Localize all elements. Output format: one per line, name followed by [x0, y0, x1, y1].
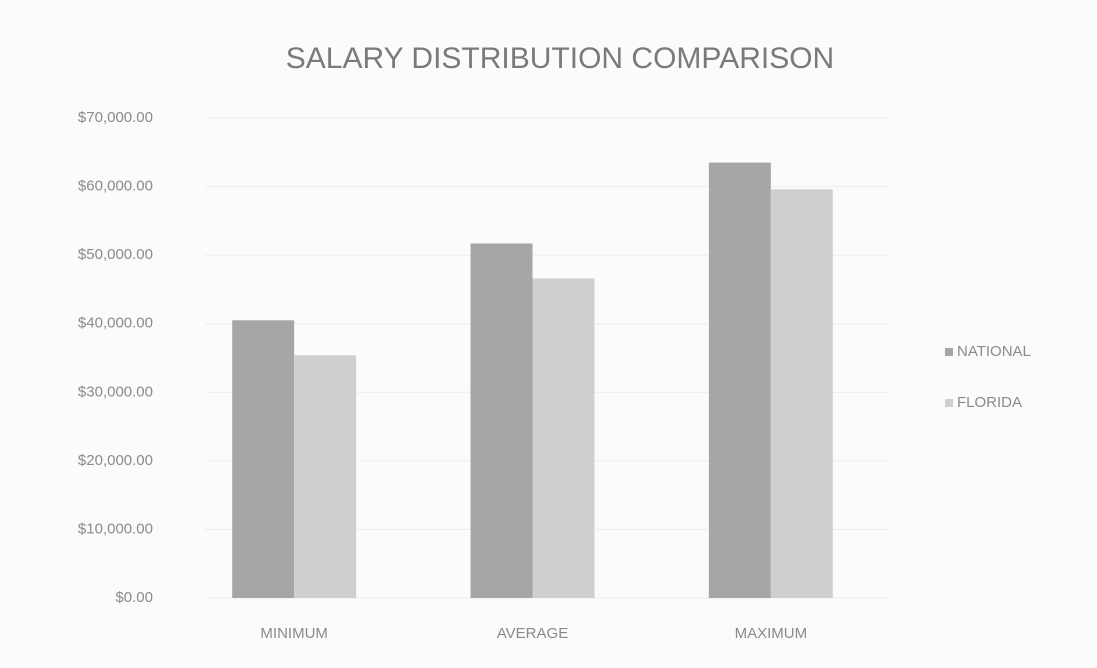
- y-tick-label: $60,000.00: [78, 178, 153, 195]
- bar: [470, 243, 533, 598]
- y-tick-label: $30,000.00: [78, 383, 153, 400]
- legend-label: FLORIDA: [957, 394, 1022, 411]
- y-tick-label: $50,000.00: [78, 246, 153, 263]
- legend-swatch: [945, 399, 953, 407]
- y-tick-label: $40,000.00: [78, 315, 153, 332]
- x-tick-label: MAXIMUM: [735, 625, 808, 642]
- chart-title: SALARY DISTRIBUTION COMPARISON: [286, 42, 834, 75]
- y-tick-label: $0.00: [115, 589, 153, 606]
- bar: [294, 355, 357, 598]
- x-tick-label: AVERAGE: [497, 625, 568, 642]
- bar: [532, 278, 595, 598]
- legend-label: NATIONAL: [957, 343, 1031, 360]
- bar: [770, 189, 833, 599]
- y-tick-label: $70,000.00: [78, 109, 153, 126]
- y-tick-label: $10,000.00: [78, 520, 153, 537]
- x-tick-label: MINIMUM: [260, 625, 328, 642]
- bar: [232, 320, 295, 598]
- bar: [708, 162, 771, 599]
- y-tick-label: $20,000.00: [78, 452, 153, 469]
- legend-swatch: [945, 348, 953, 356]
